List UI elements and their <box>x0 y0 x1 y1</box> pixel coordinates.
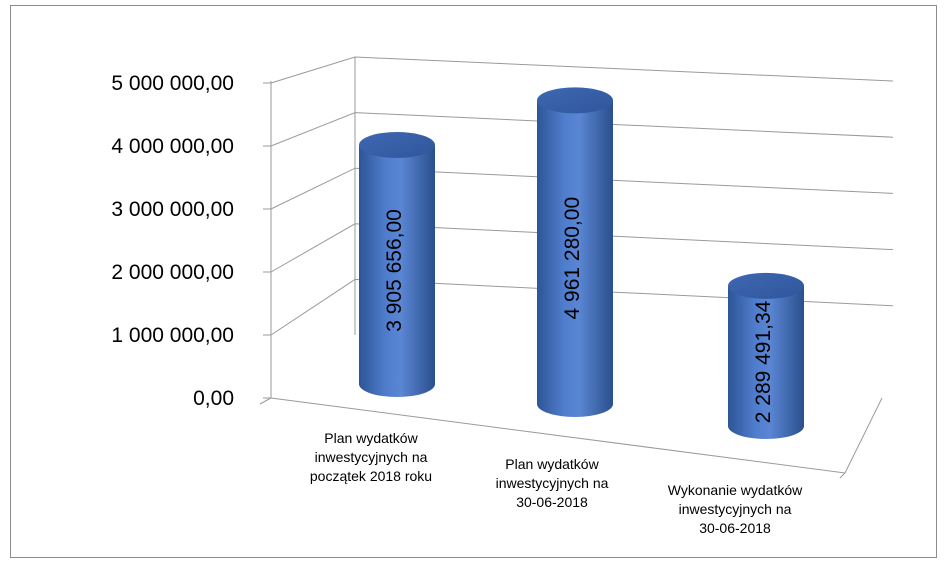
y-tick-label: 0,00 <box>193 387 234 410</box>
gridline <box>270 167 894 210</box>
y-tick-label: 3 000 000,00 <box>111 198 234 221</box>
gridlines <box>263 56 894 399</box>
chart-walls <box>259 57 883 479</box>
y-tick-label: 2 000 000,00 <box>111 261 234 284</box>
bars: 3 905 656,00 4 961 280,00 2 289 491,34 <box>359 87 804 439</box>
bar-body <box>537 100 613 417</box>
x-tick-label: Plan wydatków inwestycyjnych na 30-06-2018 <box>496 456 609 510</box>
axis-stub <box>259 397 272 405</box>
bar-value-label: 3 905 656,00 <box>383 209 406 332</box>
gridline <box>270 223 894 273</box>
x-axis-tick-labels: Plan wydatków inwestycyjnych na początek 2… <box>310 430 803 536</box>
bar-value-label: 4 961 280,00 <box>561 197 584 320</box>
bar-top <box>728 272 804 299</box>
gridline <box>270 278 894 336</box>
gridline <box>270 56 894 84</box>
bar-body <box>728 285 804 439</box>
floor-tick <box>839 472 846 479</box>
bar: 4 961 280,00 <box>537 87 613 417</box>
gridline <box>270 112 894 147</box>
y-tick-label: 5 000 000,00 <box>111 72 234 95</box>
bar-top <box>359 131 435 158</box>
y-tick-label: 4 000 000,00 <box>111 135 234 158</box>
bar: 2 289 491,34 <box>728 272 804 439</box>
y-tick-label: 1 000 000,00 <box>111 324 234 347</box>
y-axis-tick-labels: 0,00 1 000 000,00 2 000 000,00 3 000 000,00… <box>111 72 234 410</box>
bar: 3 905 656,00 <box>359 131 435 397</box>
bar-top <box>537 87 613 114</box>
bar-body <box>359 144 435 397</box>
bar-value-label: 2 289 491,34 <box>752 300 775 423</box>
x-tick-label: Plan wydatków inwestycyjnych na początek 2… <box>310 430 432 484</box>
x-tick-label: Wykonanie wydatków inwestycyjnych na 30-06… <box>668 482 803 536</box>
